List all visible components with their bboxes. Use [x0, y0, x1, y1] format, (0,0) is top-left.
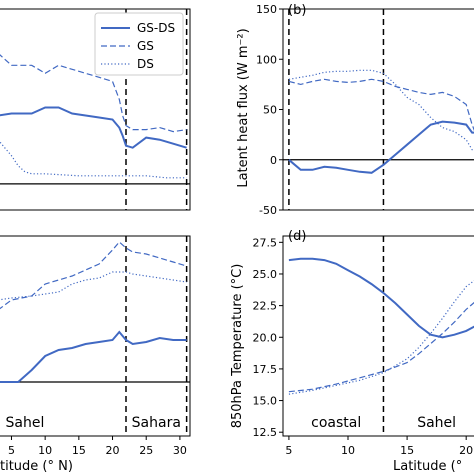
panel-b-frame: [282, 8, 474, 211]
legend-label-ds: DS: [137, 57, 154, 71]
panel-d-ytick-label-3: 20.0: [253, 331, 278, 344]
panel-d-region-label-1: Sahel: [417, 415, 456, 431]
panel-c-series-ds: [0, 271, 187, 301]
panel-c-xtick-label-2: 15: [72, 444, 86, 457]
panel-b-ytick-label-4: 150: [256, 3, 277, 16]
panel-c: Sahel Sahara 5 10 15 20 25 30: [0, 235, 191, 457]
panel-c-frame: [0, 235, 191, 437]
plot-layer: -50 0 50 100 150 Sahel Sahara 5 10 15 20 25 30 coasta…: [0, 3, 474, 457]
panel-b: -50 0 50 100 150: [256, 3, 474, 217]
panel-a-frame: [0, 8, 191, 211]
panel-d-frame: [282, 235, 474, 437]
panel-c-region-label-0: Sahel: [6, 415, 45, 431]
legend-label-gs-ds: GS-DS: [137, 21, 175, 35]
panel-d-series-gs: [288, 301, 474, 393]
panel-d-ytick-label-5: 25.0: [253, 268, 278, 281]
panel-b-ytick-label-1: 0: [270, 154, 277, 167]
panel-c-xtick-label-0: 5: [8, 444, 15, 457]
panel-d: coastal Sahel 12.5 15.0 17.5 20.0 22.5 25.0 27.5…: [253, 235, 474, 457]
panel-d-xlabel: Latitude (°: [393, 459, 462, 474]
panel-b-ytick-label-2: 50: [263, 104, 277, 117]
panel-c-xtick-label-3: 20: [106, 444, 120, 457]
panel-d-ytick-label-2: 17.5: [253, 363, 278, 376]
panel-d-ytick-label-6: 27.5: [253, 236, 278, 249]
panel-b-ylabel: Latent heat flux (W m⁻²): [236, 28, 251, 187]
panel-d-ytick-label-1: 15.0: [253, 395, 278, 408]
panel-b-label: (b): [288, 3, 306, 18]
panel-d-ylabel: 850hPa Temperature (°C): [230, 264, 245, 429]
panel-d-ytick-label-4: 22.5: [253, 300, 278, 313]
panel-d-xtick-label-3: 20: [459, 444, 473, 457]
panel-d-xtick-label-2: 15: [400, 444, 414, 457]
panel-d-series-ds: [288, 280, 474, 395]
panel-a-series-gs-ds: [0, 106, 187, 149]
panel-c-region-label-1: Sahara: [132, 415, 181, 431]
panel-a-series-ds: [0, 141, 187, 179]
panel-d-xtick-label-1: 10: [341, 444, 355, 457]
panel-b-ytick-label-0: -50: [259, 204, 277, 217]
panel-d-region-label-0: coastal: [311, 415, 361, 431]
panel-a-series-gs: [0, 54, 187, 133]
panel-c-series-gs: [0, 241, 187, 310]
legend-label-gs: GS: [137, 39, 154, 53]
panel-c-xtick-label-4: 25: [139, 444, 153, 457]
panel-c-series-gs-ds: [0, 330, 187, 383]
panel-d-xtick-label-0: 5: [285, 444, 292, 457]
panel-d-ytick-label-0: 12.5: [253, 426, 278, 439]
legend: GS-DS GS DS: [94, 12, 184, 76]
panel-b-ytick-label-3: 100: [256, 53, 277, 66]
panel-b-series-gs: [288, 78, 474, 132]
panel-b-series-gs-ds: [288, 120, 474, 174]
panel-b-series-ds: [288, 69, 474, 151]
panel-d-series-gs-ds: [288, 257, 474, 339]
panel-c-xlabel: titude (° N): [0, 459, 73, 474]
panel-c-xtick-label-5: 30: [173, 444, 187, 457]
panel-c-xtick-label-1: 10: [38, 444, 52, 457]
